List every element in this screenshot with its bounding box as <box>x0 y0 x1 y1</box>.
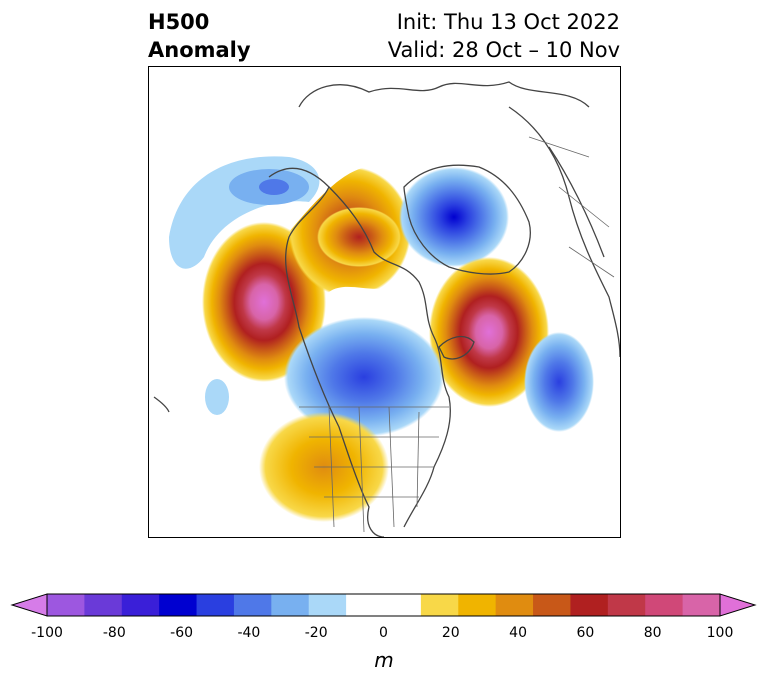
anomaly-map <box>148 66 621 538</box>
colorbar-tick-label: -40 <box>237 625 261 641</box>
colorbar-segment <box>346 594 384 616</box>
colorbar-segment <box>383 594 422 616</box>
aleutian-trough-center <box>259 179 289 195</box>
chart-title-right: Init: Thu 13 Oct 2022 Valid: 28 Oct – 10… <box>388 8 620 64</box>
colorbar-tick-label: 0 <box>379 625 388 641</box>
coastlines <box>153 81 620 537</box>
colorbar-unit-label: m <box>374 648 394 672</box>
colorbar-border <box>46 593 721 617</box>
colorbar-segment <box>84 594 123 616</box>
east-atlantic-trough <box>524 332 594 432</box>
colorbar-segment <box>121 594 160 616</box>
atlantic-ridge <box>429 257 549 407</box>
init-label: Init: Thu 13 Oct 2022 <box>396 10 620 34</box>
colorbar-tick-label: -60 <box>170 625 194 641</box>
colorbar-segment <box>271 594 310 616</box>
colorbar-extend-high <box>719 593 757 617</box>
colorbar-segment <box>495 594 534 616</box>
colorbar-segment <box>196 594 235 616</box>
map-svg <box>153 81 620 537</box>
colorbar-segment <box>607 594 646 616</box>
colorbar-segment <box>645 594 684 616</box>
colorbar-segment <box>420 594 459 616</box>
colorbar-segment <box>570 594 609 616</box>
colorbar-segment <box>233 594 272 616</box>
colorbar-tick-label: 40 <box>509 625 528 641</box>
colorbar-tick-label: -100 <box>31 625 63 641</box>
type-label: Anomaly <box>148 38 251 62</box>
canada-ridge-core <box>317 207 401 267</box>
colorbar-tick-label: -80 <box>102 625 126 641</box>
colorbar-segment <box>159 594 198 616</box>
colorbar-segment <box>308 594 347 616</box>
colorbar-tick-label: 20 <box>441 625 460 641</box>
greenland-trough <box>399 167 509 267</box>
colorbar-segment <box>458 594 497 616</box>
colorbar-extend-low <box>10 593 48 617</box>
valid-label: Valid: 28 Oct – 10 Nov <box>387 38 620 62</box>
field-label: H500 <box>148 10 210 34</box>
colorbar <box>10 593 757 617</box>
political-borders <box>299 136 615 533</box>
chart-title-left: H500 Anomaly <box>148 8 251 64</box>
colorbar-tick-label: 100 <box>706 625 734 641</box>
colorbar-segment <box>682 594 721 616</box>
colorbar-segment <box>47 594 85 616</box>
pacific-small-trough <box>205 379 229 415</box>
colorbar-segment <box>533 594 571 616</box>
colorbar-tick-label: -20 <box>304 625 328 641</box>
colorbar-tick-label: 60 <box>576 625 595 641</box>
colorbar-tick-label: 80 <box>643 625 662 641</box>
